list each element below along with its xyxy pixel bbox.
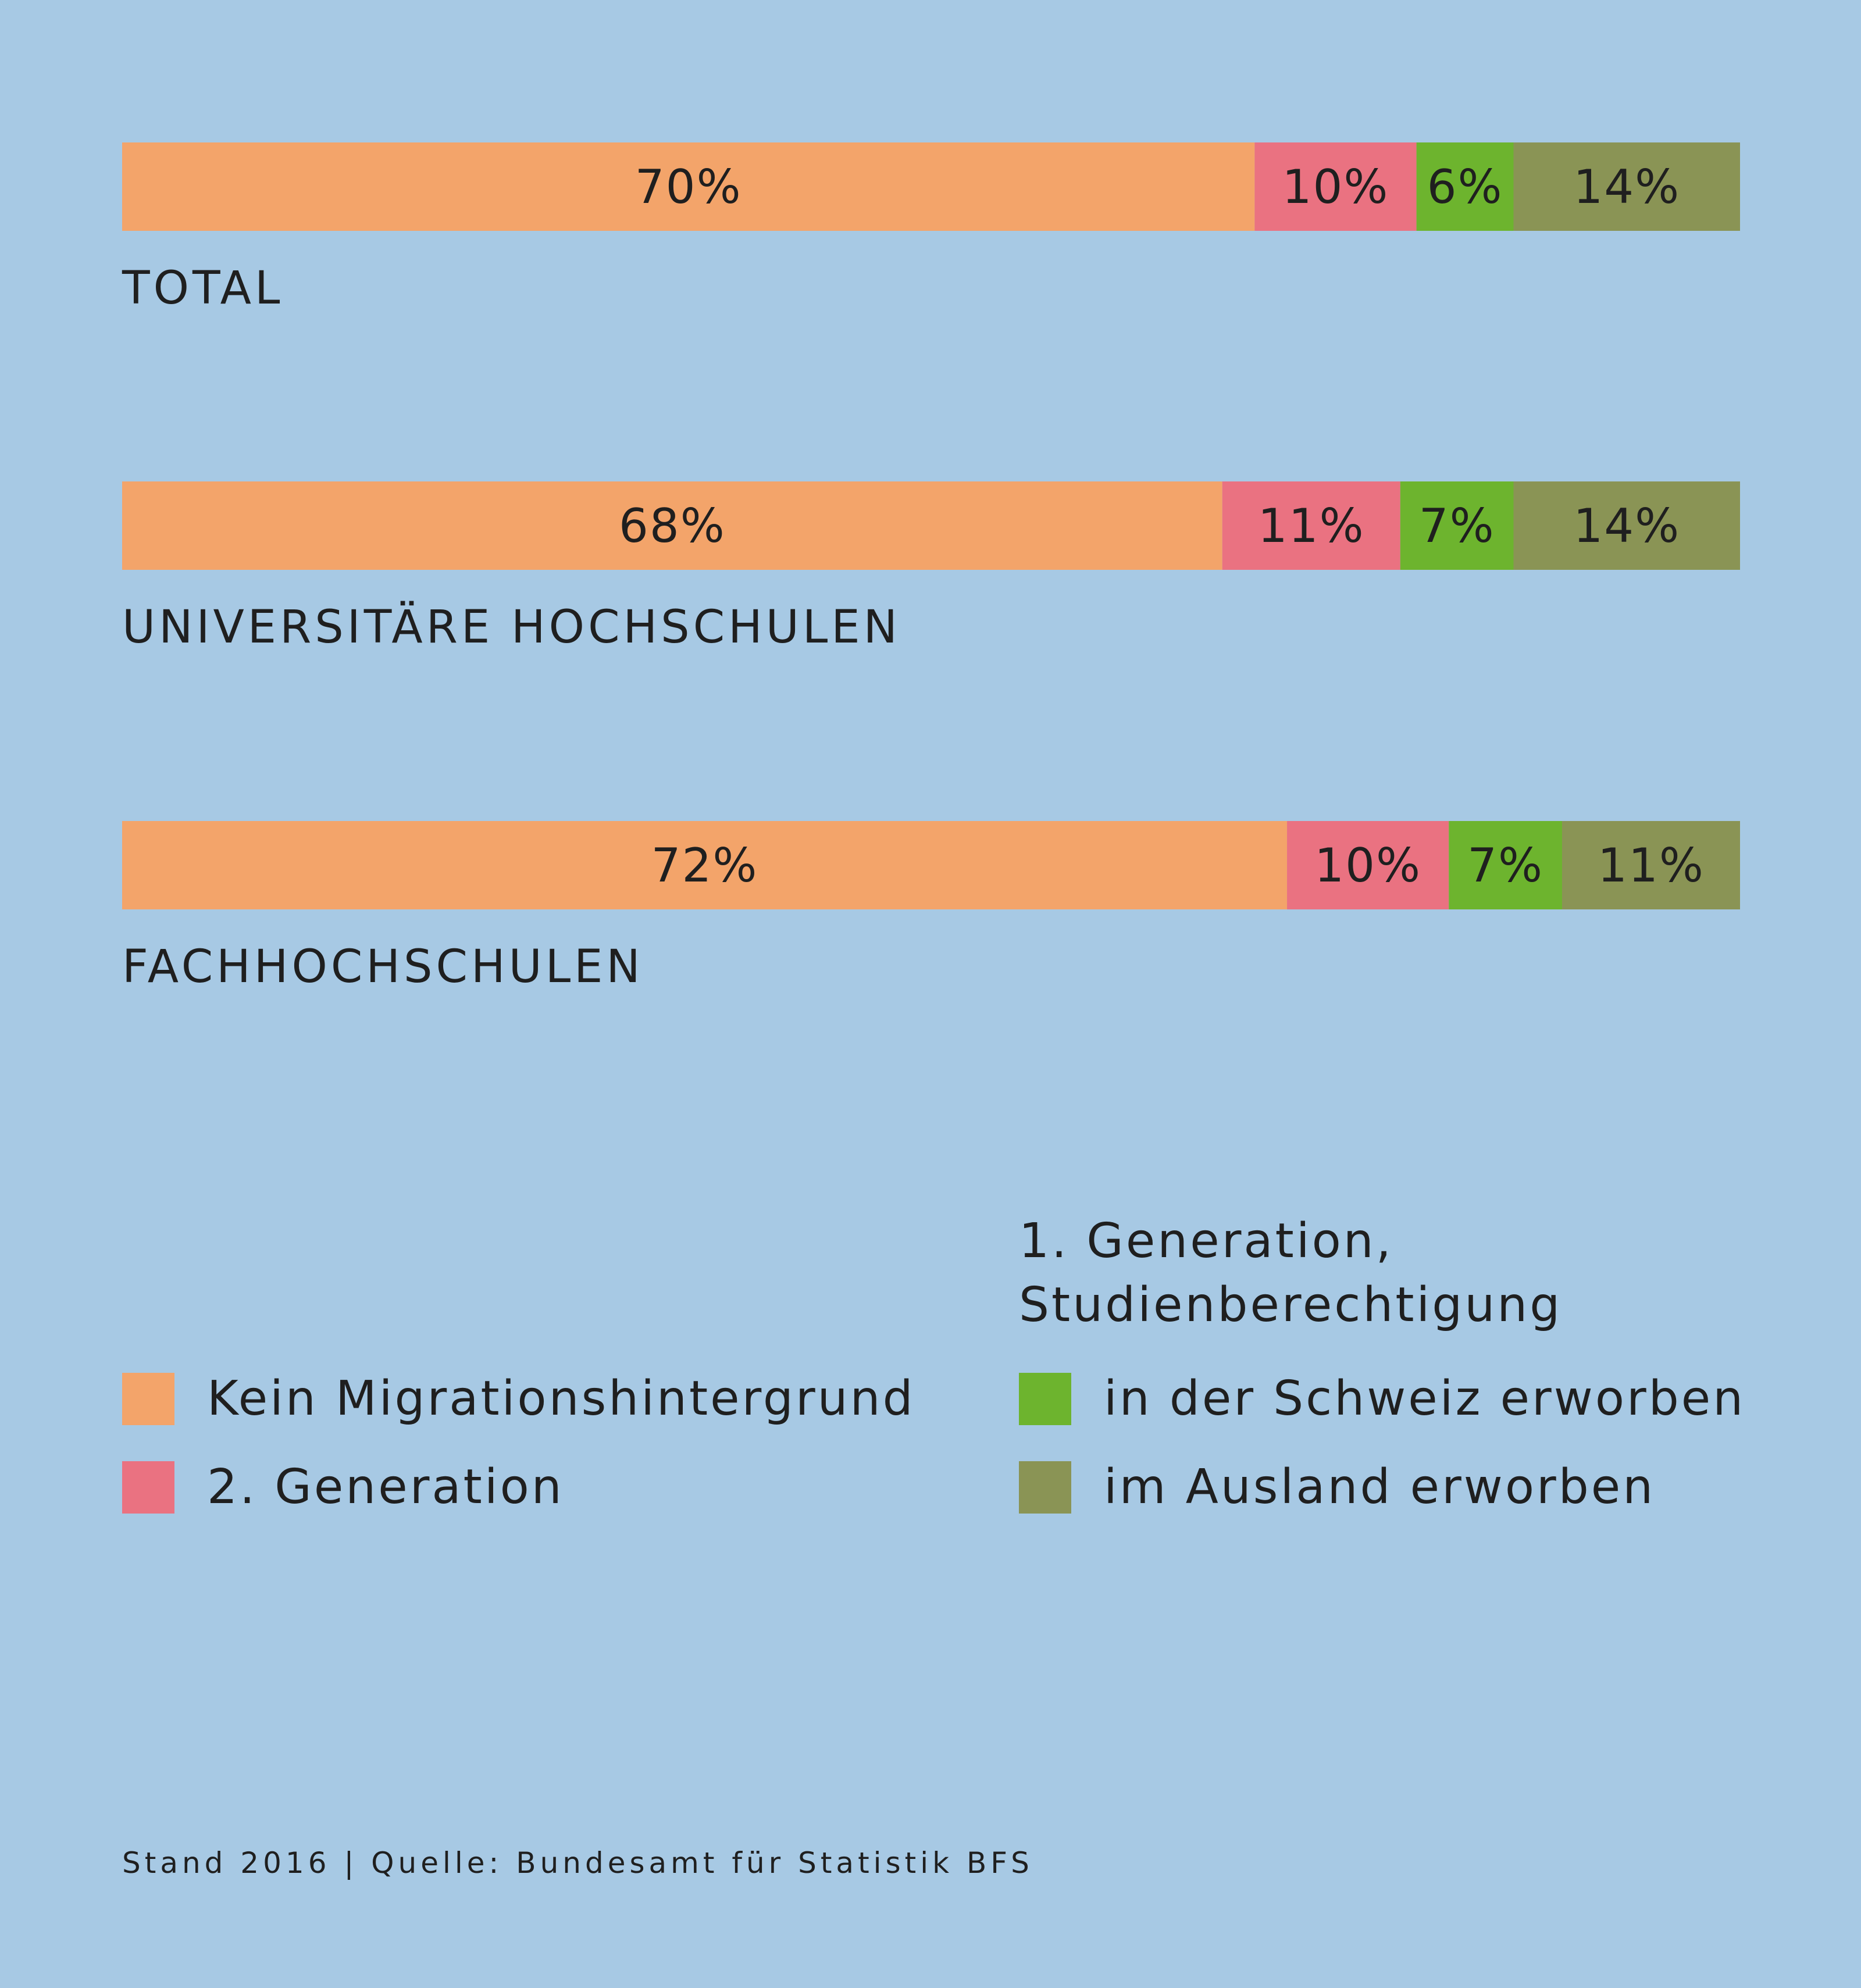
bar-segment-fachhochschulen-2-generation xyxy=(1287,821,1449,909)
bar-segment-universitaere-hochschulen-im-ausland-erworben xyxy=(1513,481,1740,570)
legend-swatch-im-ausland-erworben xyxy=(1019,1461,1071,1514)
data-label-total-im-ausland-erworben: 14% xyxy=(1573,160,1680,214)
legend-item-2-generation: 2. Generation xyxy=(122,1459,564,1515)
legend-item-kein-migrationshintergrund: Kein Migrationshintergrund xyxy=(122,1371,915,1426)
legend-label-im-ausland-erworben: im Ausland erworben xyxy=(1104,1459,1656,1515)
legend-swatch-2-generation xyxy=(122,1461,174,1514)
bar-segment-universitaere-hochschulen-2-generation xyxy=(1222,481,1400,570)
bar-segment-total-2-generation xyxy=(1254,142,1417,231)
bar-segment-universitaere-hochschulen-kein-migrationshintergrund xyxy=(122,481,1222,570)
data-label-total-2-generation: 10% xyxy=(1282,160,1389,214)
legend-item-im-ausland-erworben: im Ausland erworben xyxy=(1019,1459,1655,1515)
legend-heading-line2: Studienberechtigung xyxy=(1019,1277,1563,1333)
stacked-bar-chart: 70% 10% 6% 14% TOTAL 68% 11% 7% 14% UNIVERSITÄRE … xyxy=(122,142,1740,993)
legend-item-in-der-schweiz-erworben: in der Schweiz erworben xyxy=(1019,1371,1745,1426)
source-note: Stand 2016 | Quelle: Bundesamt für Stati… xyxy=(122,1846,1033,1880)
data-label-fachhochschulen-2-generation: 10% xyxy=(1314,838,1421,893)
legend-swatch-in-der-schweiz-erworben xyxy=(1019,1372,1071,1425)
category-label-fachhochschulen: FACHHOCHSCHULEN xyxy=(122,941,644,993)
data-label-universitaere-hochschulen-2-generation: 11% xyxy=(1258,499,1365,553)
data-label-total-kein-migrationshintergrund: 70% xyxy=(635,160,742,214)
bar-segment-total-kein-migrationshintergrund xyxy=(122,142,1255,231)
data-label-fachhochschulen-in-der-schweiz-erworben: 7% xyxy=(1467,838,1543,893)
bar-segment-total-im-ausland-erworben xyxy=(1513,142,1740,231)
data-label-fachhochschulen-kein-migrationshintergrund: 72% xyxy=(651,838,758,893)
bar-segment-total-in-der-schweiz-erworben xyxy=(1416,142,1514,231)
category-label-total: TOTAL xyxy=(122,262,283,315)
legend-label-kein-migrationshintergrund: Kein Migrationshintergrund xyxy=(207,1371,915,1426)
legend-label-2-generation: 2. Generation xyxy=(207,1459,564,1515)
bar-segment-fachhochschulen-in-der-schweiz-erworben xyxy=(1449,821,1562,909)
legend-heading-line1: 1. Generation, xyxy=(1019,1213,1393,1269)
data-label-universitaere-hochschulen-im-ausland-erworben: 14% xyxy=(1573,499,1680,553)
bar-segment-fachhochschulen-kein-migrationshintergrund xyxy=(122,821,1288,909)
bar-segment-universitaere-hochschulen-in-der-schweiz-erworben xyxy=(1400,481,1514,570)
data-label-fachhochschulen-im-ausland-erworben: 11% xyxy=(1598,838,1705,893)
data-label-universitaere-hochschulen-kein-migrationshintergrund: 68% xyxy=(619,499,726,553)
bar-segment-fachhochschulen-im-ausland-erworben xyxy=(1561,821,1740,909)
legend-swatch-kein-migrationshintergrund xyxy=(122,1372,174,1425)
data-label-universitaere-hochschulen-in-der-schweiz-erworben: 7% xyxy=(1419,499,1495,553)
category-label-universitaere-hochschulen: UNIVERSITÄRE HOCHSCHULEN xyxy=(122,601,901,654)
legend-heading: 1. Generation, Studienberechtigung xyxy=(1019,1209,1562,1337)
data-label-total-in-der-schweiz-erworben: 6% xyxy=(1427,160,1503,214)
legend-label-in-der-schweiz-erworben: in der Schweiz erworben xyxy=(1104,1371,1746,1426)
